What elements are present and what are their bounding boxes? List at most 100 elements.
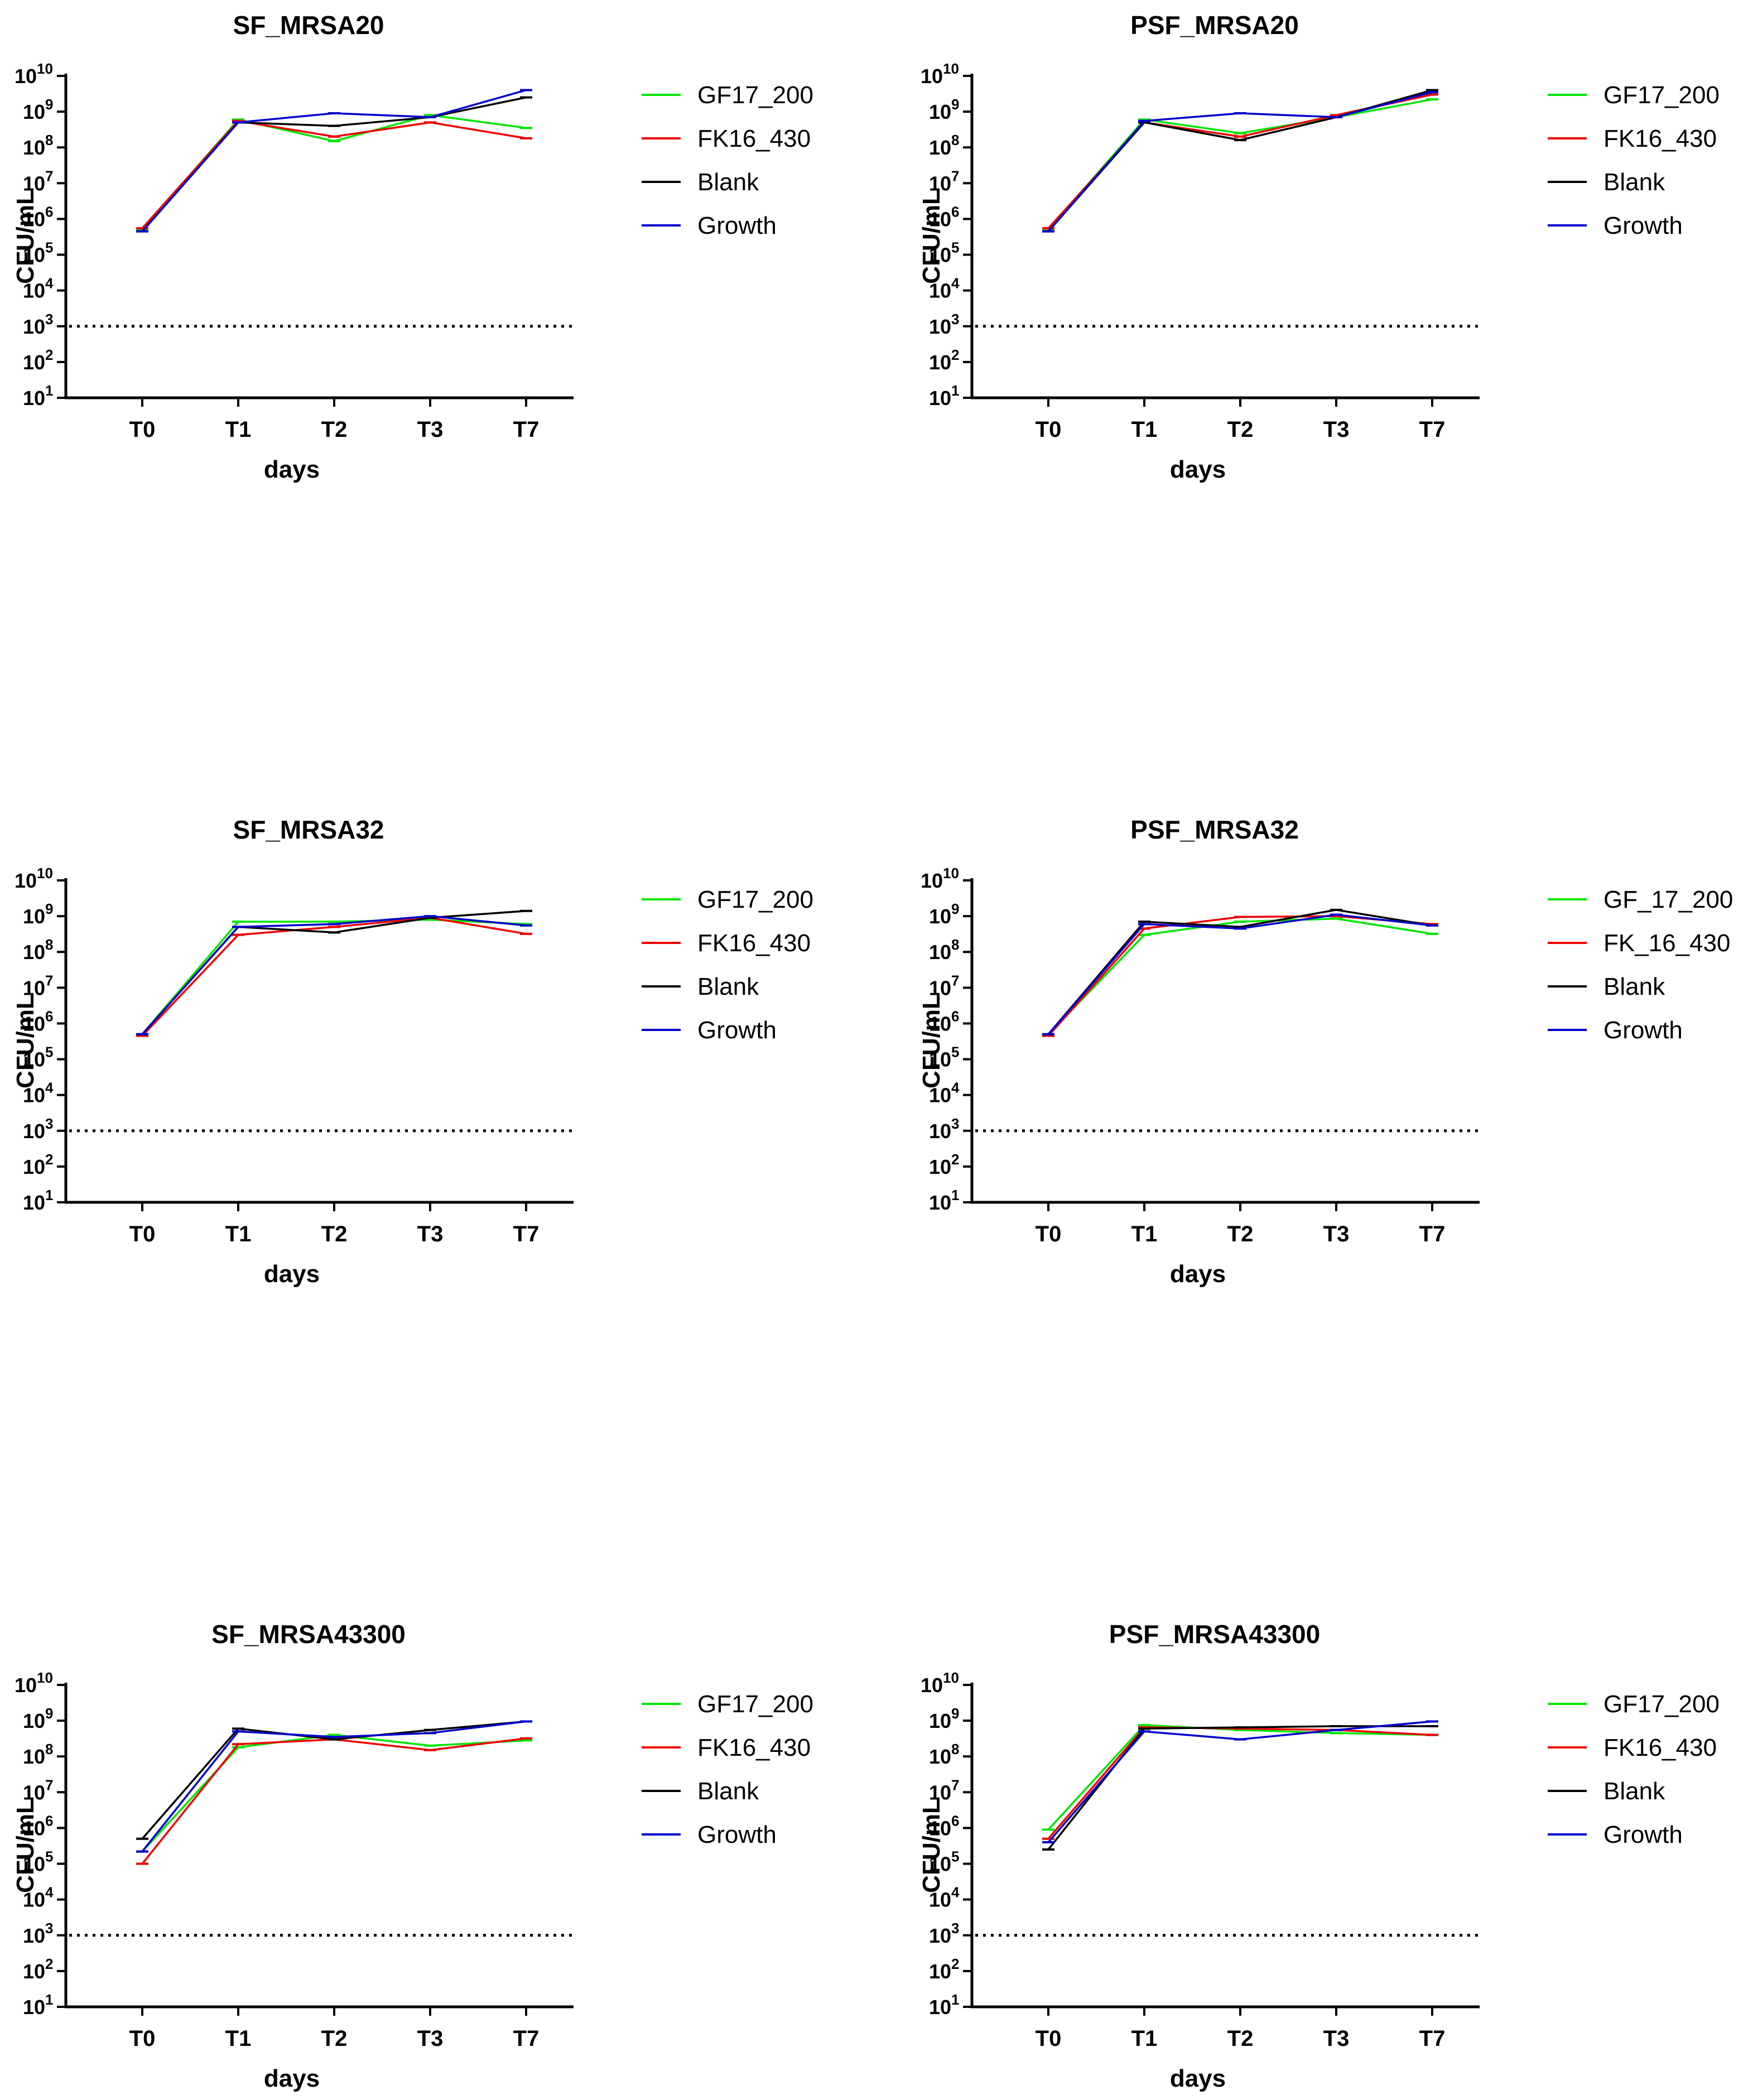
x-tick-label: T1 <box>225 2026 252 2051</box>
x-axis-label: days <box>264 456 320 483</box>
x-tick-label: T7 <box>1419 2026 1446 2051</box>
x-tick-label: T3 <box>417 2026 444 2051</box>
chart-title: SF_MRSA43300 <box>211 1620 406 1649</box>
y-tick-label: 1010 <box>15 60 53 88</box>
y-tick-label: 103 <box>929 1115 960 1143</box>
x-tick-label: T7 <box>513 2026 540 2051</box>
series-line-GF_17_200 <box>1047 917 1433 1035</box>
legend-label: Blank <box>697 168 759 196</box>
y-axis-label: CFU/mL <box>918 1799 945 1893</box>
legend-label: GF17_200 <box>697 1690 813 1718</box>
y-axis-label: CFU/mL <box>12 1799 39 1893</box>
series-line-Blank <box>1047 1725 1432 1851</box>
y-tick-label: 106 <box>23 1812 54 1839</box>
y-tick-label: 105 <box>23 1044 54 1071</box>
legend-label: FK16_430 <box>697 1734 811 1761</box>
y-tick-label: 101 <box>929 1991 960 2019</box>
legend-label: Growth <box>1603 1017 1683 1044</box>
y-tick-label: 107 <box>23 1776 54 1804</box>
x-tick-label: T0 <box>129 1222 156 1246</box>
y-tick-label: 101 <box>929 382 960 410</box>
x-axis-label: days <box>1170 2065 1226 2092</box>
series-line-FK16_430 <box>141 1737 527 1865</box>
y-axis-label: CFU/mL <box>918 994 945 1088</box>
y-tick-label: 102 <box>23 346 54 374</box>
y-tick-label: 105 <box>929 1044 960 1071</box>
y-axis-label: CFU/mL <box>12 994 39 1088</box>
y-tick-label: 108 <box>929 936 960 964</box>
legend-label: Blank <box>697 1778 759 1805</box>
x-tick-label: T2 <box>1227 2026 1254 2051</box>
x-tick-label: T7 <box>1419 417 1446 442</box>
chart-title: SF_MRSA32 <box>233 815 384 844</box>
x-tick-label: T7 <box>1419 1222 1446 1246</box>
y-tick-label: 107 <box>23 972 54 999</box>
y-tick-label: 1010 <box>15 865 53 892</box>
y-tick-label: 101 <box>23 382 54 410</box>
y-tick-label: 101 <box>929 1187 960 1214</box>
y-tick-label: 106 <box>929 1008 960 1035</box>
y-tick-label: 1010 <box>921 865 959 892</box>
y-tick-label: 104 <box>23 275 54 302</box>
y-tick-label: 101 <box>23 1187 54 1214</box>
y-tick-label: 104 <box>23 1884 54 1911</box>
legend-label: FK16_430 <box>697 929 811 957</box>
x-tick-label: T3 <box>1323 417 1350 442</box>
series-line-FK16_430 <box>1047 1726 1433 1839</box>
y-tick-label: 102 <box>23 1955 54 1983</box>
legend-label: Growth <box>1603 212 1683 239</box>
y-tick-label: 102 <box>929 1151 960 1178</box>
chart-panel-3: PSF_MRSA32 101 102 103 104 105 106 107 108 109 101… <box>918 815 1733 1288</box>
legend-label: Growth <box>1603 1821 1683 1848</box>
x-tick-label: T0 <box>1036 1222 1062 1246</box>
y-tick-label: 105 <box>929 1848 960 1876</box>
y-tick-label: 106 <box>23 203 54 230</box>
x-tick-label: T7 <box>513 1222 540 1246</box>
chart-title: PSF_MRSA43300 <box>1109 1620 1320 1649</box>
x-tick-label: T0 <box>1036 2026 1062 2051</box>
x-tick-label: T1 <box>225 417 252 442</box>
legend-label: Blank <box>1603 973 1665 1000</box>
y-tick-label: 105 <box>23 239 54 267</box>
y-tick-label: 109 <box>23 900 54 928</box>
y-tick-label: 104 <box>929 275 960 302</box>
x-tick-label: T7 <box>513 417 540 442</box>
y-tick-label: 104 <box>23 1080 54 1107</box>
chart-panel-1: PSF_MRSA20 101 102 103 104 105 106 107 108 109 101… <box>918 11 1720 483</box>
y-tick-label: 106 <box>929 203 960 230</box>
legend-label: GF_17_200 <box>1603 886 1733 913</box>
y-tick-label: 104 <box>929 1080 960 1107</box>
x-axis-label: days <box>264 1260 320 1288</box>
series-line-GF17_200 <box>141 918 527 1035</box>
y-tick-label: 105 <box>23 1848 54 1876</box>
legend-label: GF17_200 <box>697 81 813 109</box>
chart-panel-5: PSF_MRSA43300 101 102 103 104 105 106 107 108 109… <box>918 1620 1720 2092</box>
legend-label: FK16_430 <box>1603 1734 1717 1761</box>
legend-label: FK_16_430 <box>1603 929 1731 957</box>
chart-title: PSF_MRSA20 <box>1130 11 1299 40</box>
y-tick-label: 103 <box>23 1920 54 1947</box>
y-tick-label: 108 <box>23 936 54 964</box>
x-tick-label: T1 <box>225 1222 252 1246</box>
y-tick-label: 102 <box>23 1151 54 1178</box>
chart-panel-0: SF_MRSA20 101 102 103 104 105 106 107 108 109 1010… <box>12 11 813 483</box>
y-tick-label: 102 <box>929 346 960 374</box>
y-tick-label: 107 <box>23 167 54 195</box>
chart-title: PSF_MRSA32 <box>1130 815 1299 844</box>
y-tick-label: 107 <box>929 167 960 195</box>
y-tick-label: 109 <box>929 1705 960 1732</box>
y-tick-label: 108 <box>23 132 54 159</box>
y-tick-label: 108 <box>929 1741 960 1768</box>
x-tick-label: T1 <box>1131 2026 1158 2051</box>
y-tick-label: 108 <box>929 132 960 159</box>
legend-label: Growth <box>697 1017 777 1044</box>
x-tick-label: T2 <box>321 1222 348 1246</box>
legend-label: GF17_200 <box>1603 81 1720 109</box>
y-tick-label: 1010 <box>921 1669 959 1697</box>
series-line-Blank <box>141 909 527 1035</box>
y-tick-label: 108 <box>23 1741 54 1768</box>
y-tick-label: 1010 <box>15 1669 53 1697</box>
y-tick-label: 109 <box>929 96 960 123</box>
series-line-FK16_430 <box>1047 93 1433 229</box>
